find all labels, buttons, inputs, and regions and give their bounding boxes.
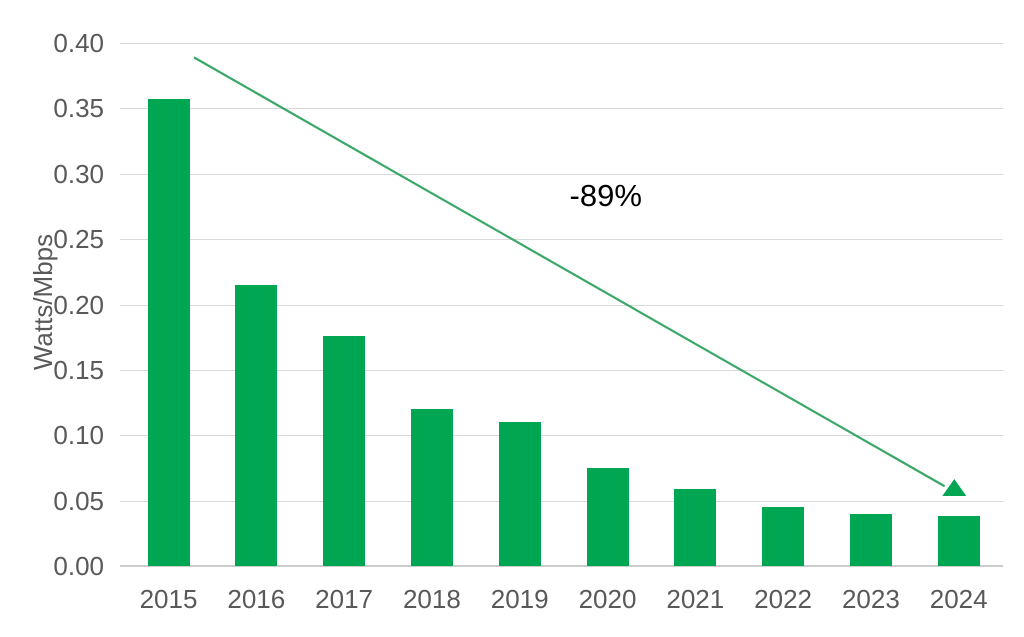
bar-2017 <box>323 335 366 566</box>
x-tick-label-2018: 2018 <box>402 584 461 614</box>
y-tick-label: 0.35 <box>53 93 104 124</box>
gridline <box>120 369 1003 371</box>
gridline <box>120 500 1003 502</box>
trend-line <box>193 56 946 488</box>
bar-2024 <box>937 516 980 566</box>
trend-arrow <box>193 56 967 497</box>
bar-2023 <box>849 513 892 566</box>
gridline <box>120 43 1003 44</box>
gridline <box>120 435 1003 437</box>
y-tick-label: 0.00 <box>53 551 104 581</box>
x-tick-label-2015: 2015 <box>139 584 198 614</box>
gridline <box>120 239 1003 241</box>
bar-2020 <box>586 467 629 566</box>
x-tick-label-2022: 2022 <box>754 584 813 614</box>
y-tick-label: 0.15 <box>53 354 104 385</box>
trend-annotation-label: -89% <box>569 177 642 213</box>
x-tick-label-2016: 2016 <box>227 584 286 614</box>
plot-area: -89% <box>120 43 1003 567</box>
y-tick-label: 0.20 <box>53 289 104 320</box>
bar-2021 <box>674 488 717 566</box>
gridline <box>120 304 1003 306</box>
y-tick-label: 0.30 <box>53 158 104 189</box>
x-tick-label-2021: 2021 <box>666 584 725 614</box>
x-axis-line <box>120 565 1003 567</box>
gridline <box>120 108 1003 110</box>
gridline <box>120 173 1003 175</box>
bar-2018 <box>410 409 453 566</box>
arrowhead-icon <box>942 479 967 497</box>
x-tick-label-2023: 2023 <box>841 584 900 614</box>
y-tick-label: 0.10 <box>53 420 104 451</box>
y-tick-label: 0.25 <box>53 224 104 255</box>
bar-2022 <box>762 507 805 566</box>
x-tick-label-2024: 2024 <box>929 584 988 614</box>
x-tick-label-2019: 2019 <box>490 584 549 614</box>
x-tick-label-2017: 2017 <box>315 584 374 614</box>
x-tick-label-2020: 2020 <box>578 584 637 614</box>
y-tick-label: 0.40 <box>53 28 104 58</box>
bar-2016 <box>235 284 278 566</box>
bar-2019 <box>498 422 541 566</box>
y-tick-label: 0.05 <box>53 485 104 516</box>
bar-2015 <box>147 99 190 566</box>
